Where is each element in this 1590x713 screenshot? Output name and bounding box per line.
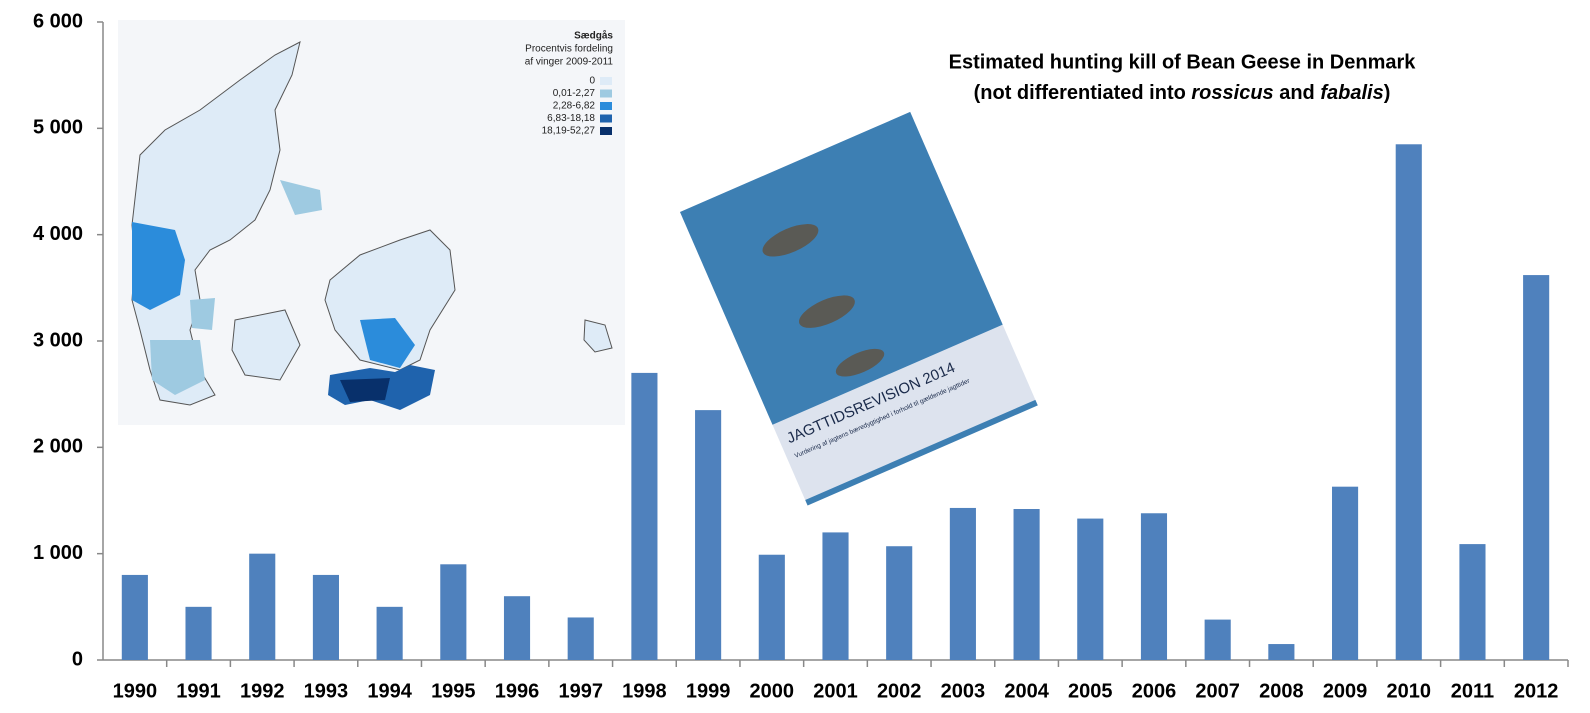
x-tick-label: 2003 (941, 680, 986, 702)
map-legend-swatch (600, 114, 612, 123)
map-jutland (131, 41, 301, 406)
map-legend-swatch (600, 89, 612, 98)
bar (631, 372, 658, 660)
map-legend-label: 0,01-2,27 (553, 88, 596, 99)
bar (1140, 513, 1168, 660)
bar (1268, 644, 1295, 660)
x-tick-label: 1997 (558, 680, 603, 702)
y-tick-label: 3 000 (33, 329, 83, 351)
map-region (360, 318, 415, 368)
bar (440, 564, 467, 660)
map-legend-swatch (600, 77, 612, 85)
x-tick-label: 2004 (1004, 680, 1049, 702)
map-funen (231, 309, 301, 381)
x-tick-label: 1999 (686, 680, 731, 702)
y-tick-label: 5 000 (33, 117, 83, 139)
bar (1204, 619, 1231, 660)
bar (758, 554, 785, 660)
x-tick-label: 2008 (1259, 680, 1304, 702)
map-legend-swatch (600, 127, 612, 135)
subtitle-part: fabalis (1320, 82, 1383, 104)
cover-photo (680, 111, 1003, 425)
subtitle-part: rossicus (1191, 82, 1273, 104)
x-tick-label: 1994 (367, 680, 412, 702)
map-region (190, 298, 215, 330)
bar (886, 546, 913, 660)
x-tick-label: 1990 (113, 680, 158, 702)
x-tick-label: 1993 (304, 680, 349, 702)
bar (1013, 509, 1040, 660)
x-tick-label: 2012 (1514, 680, 1559, 702)
map-region (150, 340, 205, 395)
y-tick-label: 0 (72, 648, 83, 670)
bar (1332, 486, 1359, 660)
y-tick-label: 1 000 (33, 542, 83, 564)
bar (376, 606, 403, 660)
map-region (280, 180, 322, 215)
x-tick-label: 1991 (176, 680, 221, 702)
bar (1077, 518, 1104, 660)
chart-title: Estimated hunting kill of Bean Geese in … (949, 51, 1417, 73)
x-tick-label: 2005 (1068, 680, 1113, 702)
x-tick-label: 2000 (750, 680, 795, 702)
x-tick-label: 1996 (495, 680, 540, 702)
map-legend-label: 6,83-18,18 (547, 113, 595, 124)
x-tick-label: 2007 (1195, 680, 1240, 702)
x-tick-label: 1998 (622, 680, 667, 702)
map-zealand (324, 229, 456, 371)
bar (312, 574, 339, 660)
bar (503, 596, 531, 660)
map-legend-label: 18,19-52,27 (542, 126, 596, 137)
bar (121, 574, 148, 660)
bar (567, 617, 594, 660)
map-legend-label: 0 (589, 76, 595, 87)
bar (822, 532, 849, 660)
map-region (340, 378, 390, 402)
map-title: Procentvis fordeling (525, 44, 613, 55)
x-tick-label: 2002 (877, 680, 922, 702)
bar (1523, 275, 1550, 660)
x-tick-label: 1995 (431, 680, 476, 702)
map-bornholm (583, 319, 613, 353)
map-region (132, 222, 185, 310)
map-legend-label: 2,28-6,82 (553, 101, 596, 112)
bar (1459, 544, 1486, 660)
y-tick-label: 6 000 (33, 10, 83, 32)
x-tick-label: 2009 (1323, 680, 1368, 702)
cover-stripe (805, 399, 1038, 506)
map-legend-swatch (600, 102, 612, 110)
map-title: Sædgås (574, 30, 613, 42)
bar (1395, 144, 1422, 661)
chart-subtitle: (not differentiated into rossicus and fa… (974, 82, 1391, 104)
x-tick-label: 2010 (1387, 680, 1432, 702)
x-tick-label: 2011 (1451, 680, 1494, 702)
y-tick-label: 4 000 (33, 223, 83, 245)
x-tick-label: 2001 (813, 680, 858, 702)
map-title: af vinger 2009-2011 (525, 57, 614, 68)
y-tick-label: 2 000 (33, 436, 83, 458)
geese (762, 224, 885, 377)
bar (249, 553, 276, 660)
x-tick-label: 2006 (1132, 680, 1177, 702)
subtitle-part: ) (1384, 82, 1391, 104)
subtitle-part: (not differentiated into (974, 82, 1192, 104)
bar (185, 606, 212, 660)
bar (695, 410, 722, 660)
map-inset: Sædgås Procentvis fordeling af vinger 2009… (118, 20, 625, 425)
bar (949, 507, 976, 660)
subtitle-part: and (1274, 82, 1321, 104)
x-tick-label: 1992 (240, 680, 285, 702)
